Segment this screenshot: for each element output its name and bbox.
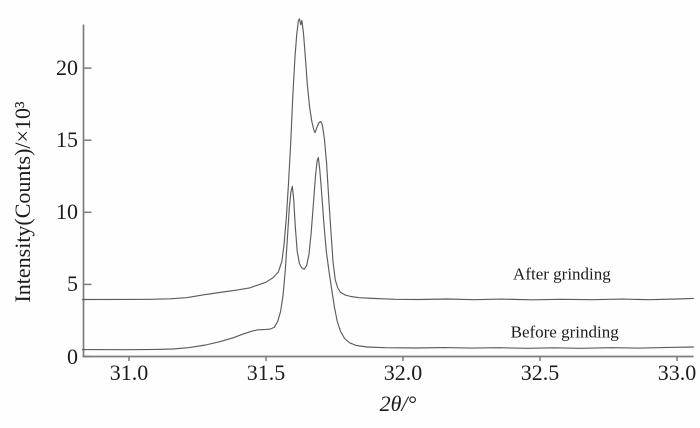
x-tick-label: 33.0 — [657, 360, 697, 385]
y-axis-title: Intensity(Counts)/×10³ — [10, 101, 35, 303]
y-tick-label: 20 — [56, 55, 78, 81]
x-tick-label: 31.5 — [246, 360, 286, 385]
series-label-before-grinding: Before grinding — [510, 322, 619, 342]
x-axis-title: 2θ/° — [379, 391, 417, 416]
x-tick-label: 31.0 — [109, 360, 149, 385]
x-tick-label: 32.5 — [520, 360, 560, 385]
y-tick-label: 10 — [56, 199, 78, 225]
series-label-after-grinding: After grinding — [513, 264, 611, 284]
curve-after-grinding — [81, 18, 694, 301]
curve-before-grinding — [81, 156, 694, 351]
y-tick-label: 0 — [67, 343, 78, 369]
x-tick-label: 32.0 — [383, 360, 423, 385]
y-tick-label: 5 — [67, 271, 78, 297]
y-tick-label: 15 — [56, 127, 78, 153]
